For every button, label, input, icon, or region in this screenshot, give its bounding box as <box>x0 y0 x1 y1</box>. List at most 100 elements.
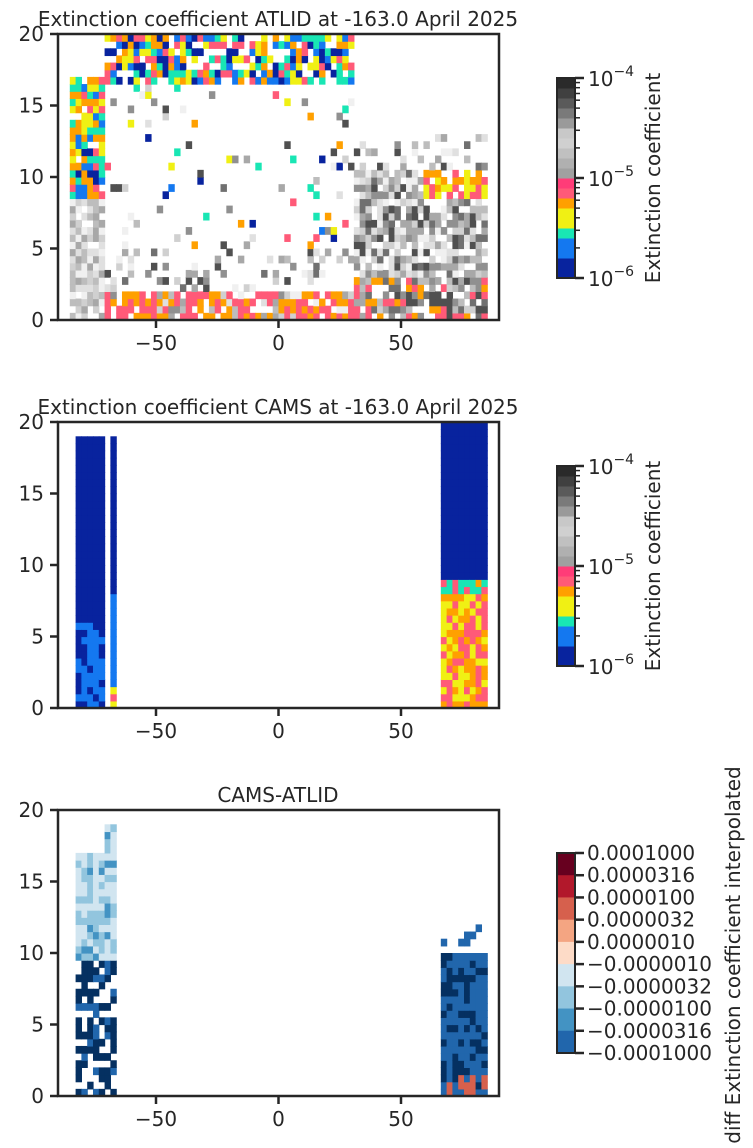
atlid-cell <box>104 291 111 300</box>
diff-cell <box>81 1031 88 1040</box>
diff-cell <box>481 974 488 983</box>
cams-cell <box>458 657 465 666</box>
cams-cell <box>475 607 483 616</box>
atlid-cell <box>481 305 488 314</box>
atlid-cell <box>255 55 262 64</box>
atlid-cell <box>92 155 100 164</box>
cams-cell <box>81 565 88 573</box>
cams-cell <box>464 450 471 459</box>
atlid-cell <box>232 41 239 49</box>
atlid-cell <box>429 169 436 178</box>
colorbar-tick-label: 0.0000032 <box>587 908 695 932</box>
atlid-cell <box>452 212 459 221</box>
atlid-cell <box>243 241 251 250</box>
atlid-cell <box>133 84 140 92</box>
atlid-cell <box>197 69 204 78</box>
cams-cell <box>98 679 106 688</box>
y-tick-label: 20 <box>19 22 44 46</box>
colorbar-tick-label: 10−6 <box>588 652 634 679</box>
atlid-cell <box>110 291 117 300</box>
atlid-cell <box>284 55 291 64</box>
cams-cell <box>458 600 465 609</box>
atlid-cell <box>203 269 210 278</box>
atlid-cell <box>214 262 222 271</box>
cams-cell <box>92 443 100 452</box>
atlid-cell <box>469 298 477 307</box>
cams-cell <box>92 693 100 702</box>
diff-cell <box>87 953 94 961</box>
atlid-cell <box>98 255 106 264</box>
diff-cell <box>458 1003 465 1011</box>
colorbar-segment <box>557 546 575 557</box>
diff-cell <box>98 953 106 961</box>
diff-cell <box>98 1038 106 1047</box>
atlid-cell <box>92 76 100 85</box>
cams-cell <box>440 629 448 638</box>
cams-cell <box>469 507 477 516</box>
cams-cell <box>469 493 477 502</box>
atlid-cell <box>127 76 135 85</box>
atlid-cell <box>92 84 100 92</box>
atlid-cell <box>417 262 425 271</box>
atlid-cell <box>249 62 256 71</box>
cams-cell <box>469 579 477 588</box>
diff-cell <box>475 974 483 983</box>
atlid-cell <box>417 219 425 228</box>
colorbar-tick-label: 0.0001000 <box>587 841 695 865</box>
diff-cell <box>464 988 471 997</box>
atlid-cell <box>116 262 123 271</box>
diff-cell <box>98 924 106 933</box>
cams-cell <box>440 429 448 437</box>
atlid-cell <box>469 227 477 235</box>
diff-cell <box>475 1060 483 1068</box>
atlid-cell <box>272 41 280 49</box>
cams-cell <box>458 457 465 466</box>
diff-cell <box>81 924 88 933</box>
diff-cell <box>110 902 117 911</box>
atlid-cell <box>469 191 477 200</box>
cams-cell <box>475 657 483 666</box>
atlid-cell <box>179 105 187 114</box>
atlid-cell <box>359 298 367 307</box>
atlid-cell <box>191 284 198 292</box>
colorbar-segment <box>557 576 575 587</box>
cams-cell <box>475 464 483 473</box>
cams-cell <box>464 622 471 630</box>
atlid-cell <box>371 255 378 264</box>
cams-cell <box>87 457 94 466</box>
cams-cell <box>464 586 471 595</box>
cams-cell <box>458 500 465 509</box>
atlid-cell <box>69 248 77 257</box>
diff-cell <box>481 960 488 968</box>
cams-cell <box>458 522 465 530</box>
atlid-cell <box>69 98 77 107</box>
atlid-cell <box>87 277 94 285</box>
atlid-cell <box>324 212 332 221</box>
atlid-cell <box>394 262 401 271</box>
atlid-cell <box>464 255 471 264</box>
diff-cell <box>481 1010 488 1018</box>
cams-cell <box>481 629 488 638</box>
atlid-colorbar-label: Extinction coefficient <box>641 73 665 284</box>
atlid-cell <box>255 162 262 171</box>
atlid-cell <box>156 312 164 321</box>
atlid-cell <box>156 298 164 307</box>
cams-cell <box>75 557 82 566</box>
colorbar-segment <box>557 118 575 129</box>
atlid-cell <box>261 269 268 278</box>
colorbar-segment <box>557 656 575 667</box>
atlid-cell <box>156 305 164 314</box>
cams-cell <box>481 586 488 595</box>
atlid-cell <box>127 105 135 114</box>
atlid-cell <box>92 284 100 292</box>
atlid-cell <box>452 269 459 278</box>
cams-cell <box>87 536 94 545</box>
atlid-cell <box>243 155 251 164</box>
cams-cell <box>446 479 454 487</box>
diff-cell <box>104 860 111 868</box>
atlid-cell <box>400 298 407 307</box>
cams-cell <box>475 529 483 537</box>
atlid-cell <box>150 262 158 271</box>
atlid-cell <box>406 198 413 207</box>
cams-cell <box>75 522 82 530</box>
